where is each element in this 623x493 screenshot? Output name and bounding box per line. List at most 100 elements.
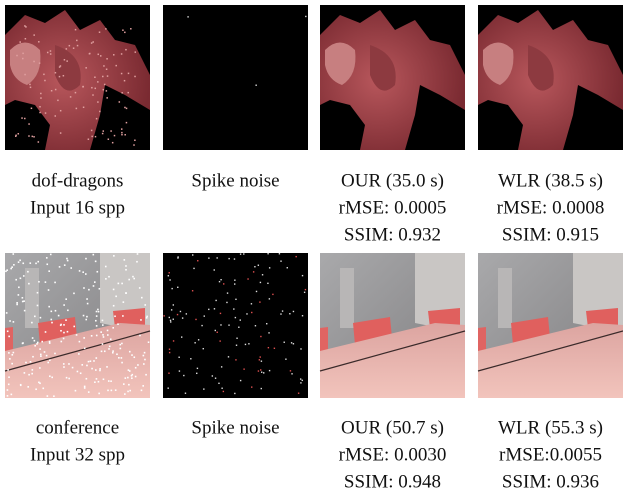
noise (93, 360, 95, 362)
spike (215, 330, 216, 331)
noise (39, 106, 41, 108)
spike (258, 265, 259, 266)
noise (91, 42, 93, 44)
noise (24, 118, 26, 120)
spike (219, 281, 220, 282)
noise (25, 26, 27, 28)
noise (104, 350, 106, 352)
noise (37, 261, 39, 263)
noise (47, 52, 49, 54)
noise (75, 29, 77, 31)
noise (134, 76, 136, 78)
spike (196, 373, 197, 374)
pillar (340, 268, 354, 328)
noise (92, 41, 94, 43)
noise (66, 258, 68, 260)
image-panel (5, 253, 150, 398)
image-panel (163, 253, 308, 398)
noise (115, 65, 117, 67)
noise (22, 262, 24, 264)
noise (82, 271, 84, 273)
noise (19, 259, 21, 261)
noise (129, 390, 131, 392)
noise (37, 292, 39, 294)
noise (129, 370, 131, 372)
noise (105, 278, 107, 280)
spike (203, 388, 204, 389)
noise (97, 101, 99, 103)
noise (127, 377, 129, 379)
noise (86, 378, 88, 380)
spike (171, 288, 172, 289)
noise (55, 89, 57, 91)
noise (123, 383, 125, 385)
noise (59, 76, 61, 78)
noise (50, 319, 52, 321)
noise (22, 301, 24, 303)
spike (284, 342, 285, 343)
noise (33, 61, 35, 63)
spike (228, 324, 229, 325)
noise (63, 324, 65, 326)
spike (261, 388, 262, 389)
noise (97, 81, 99, 83)
noise (31, 108, 32, 110)
caption-line: OUR (50.7 s) (341, 417, 444, 438)
noise (39, 348, 41, 350)
noise (97, 271, 99, 273)
noise (83, 337, 85, 339)
noise (137, 364, 139, 366)
noise (48, 289, 50, 291)
noise (127, 92, 129, 94)
noise (60, 341, 62, 343)
noise (37, 305, 39, 307)
noise (114, 135, 116, 137)
spike (192, 254, 193, 255)
noise (95, 369, 97, 371)
spike (169, 272, 170, 273)
noise (65, 298, 67, 300)
spike (220, 313, 221, 314)
noise (42, 388, 44, 390)
noise (85, 319, 87, 321)
noise (94, 77, 96, 79)
noise (94, 381, 96, 383)
image-panel (320, 253, 465, 398)
noise (101, 351, 103, 353)
noise (50, 254, 52, 256)
spike (215, 378, 216, 379)
noise (112, 350, 114, 352)
spike (208, 309, 209, 310)
noise (130, 28, 132, 30)
spike (180, 311, 181, 312)
noise (98, 311, 100, 313)
spike (302, 275, 303, 276)
spike (274, 348, 275, 349)
noise (106, 97, 108, 99)
noise (127, 391, 129, 393)
spike (302, 315, 303, 316)
noise (8, 384, 10, 386)
noise (96, 325, 98, 327)
spike (269, 267, 270, 268)
spike (220, 324, 221, 325)
spike (240, 380, 241, 381)
spike (221, 366, 222, 367)
spike (173, 319, 174, 320)
spike (173, 304, 174, 305)
noise (73, 326, 75, 328)
noise (49, 342, 51, 344)
spike (234, 393, 235, 394)
noise (25, 362, 27, 364)
caption-line: Input 16 spp (30, 197, 125, 218)
noise (76, 108, 78, 110)
noise (88, 138, 90, 140)
noise (46, 257, 48, 259)
noise (59, 66, 61, 68)
spike (233, 308, 234, 309)
spike (248, 343, 249, 344)
image-panel (320, 5, 465, 150)
noise (66, 60, 68, 62)
noise (85, 273, 87, 275)
noise (133, 356, 135, 358)
